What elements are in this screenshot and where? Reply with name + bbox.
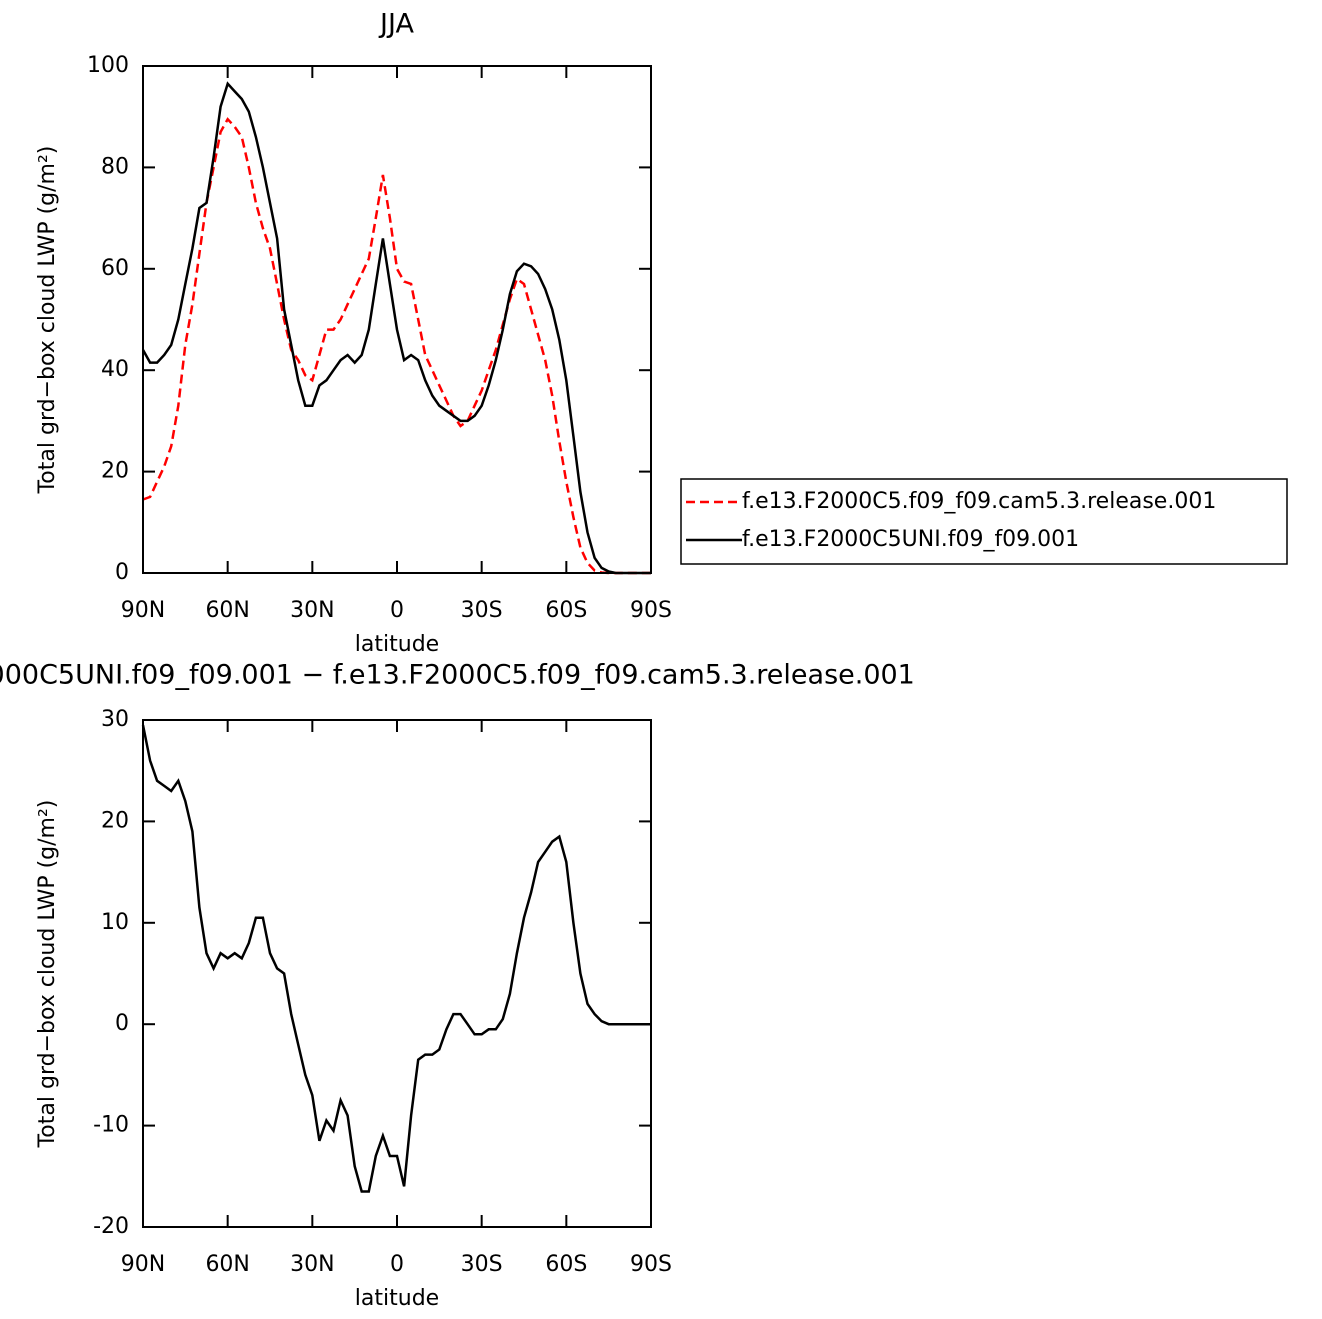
x-tick-label: 30S (461, 1252, 503, 1277)
y-tick-label: 0 (115, 560, 129, 585)
y-tick-label: 100 (87, 53, 129, 78)
x-tick-label: 90N (121, 598, 165, 623)
x-tick-label: 0 (390, 1252, 404, 1277)
y-tick-label: 20 (101, 459, 129, 484)
x-tick-label: 90S (630, 1252, 672, 1277)
y-tick-label: 20 (101, 808, 129, 833)
y-tick-label: 80 (101, 154, 129, 179)
y-tick-label: 30 (101, 707, 129, 732)
data-line (142, 117, 651, 575)
data-line (141, 81, 651, 575)
legend-box (680, 478, 1288, 565)
x-tick-label: 90S (630, 598, 672, 623)
y-tick-label: 60 (101, 256, 129, 281)
y-axis-label: Total grd−box cloud LWP (g/m²) (35, 800, 60, 1149)
x-tick-label: 60N (205, 1252, 249, 1277)
x-tick-label: 60S (545, 598, 587, 623)
x-tick-label: 60S (545, 1252, 587, 1277)
x-tick-label: 30S (461, 598, 503, 623)
y-tick-label: -20 (93, 1214, 129, 1239)
y-tick-label: -10 (93, 1113, 129, 1138)
y-axis-label: Total grd−box cloud LWP (g/m²) (35, 146, 60, 495)
x-tick-label: 60N (205, 598, 249, 623)
data-line (141, 724, 651, 1193)
plot-frame (142, 719, 652, 1228)
x-axis-label: latitude (355, 632, 439, 657)
x-tick-label: 30N (290, 1252, 334, 1277)
x-tick-label: 90N (121, 1252, 165, 1277)
x-axis-label: latitude (355, 1286, 439, 1311)
x-tick-label: 0 (390, 598, 404, 623)
y-tick-label: 10 (101, 910, 129, 935)
legend-label: f.e13.F2000C5.f09_f09.cam5.3.release.001 (742, 489, 1216, 514)
plot-frame (142, 65, 652, 574)
chart-title: f.e13.F2000C5UNI.f09_f09.001 − f.e13.F20… (0, 660, 915, 691)
y-tick-label: 0 (115, 1011, 129, 1036)
x-tick-label: 30N (290, 598, 334, 623)
chart-title: JJA (378, 9, 414, 40)
legend-label: f.e13.F2000C5UNI.f09_f09.001 (742, 527, 1079, 552)
y-tick-label: 40 (101, 357, 129, 382)
